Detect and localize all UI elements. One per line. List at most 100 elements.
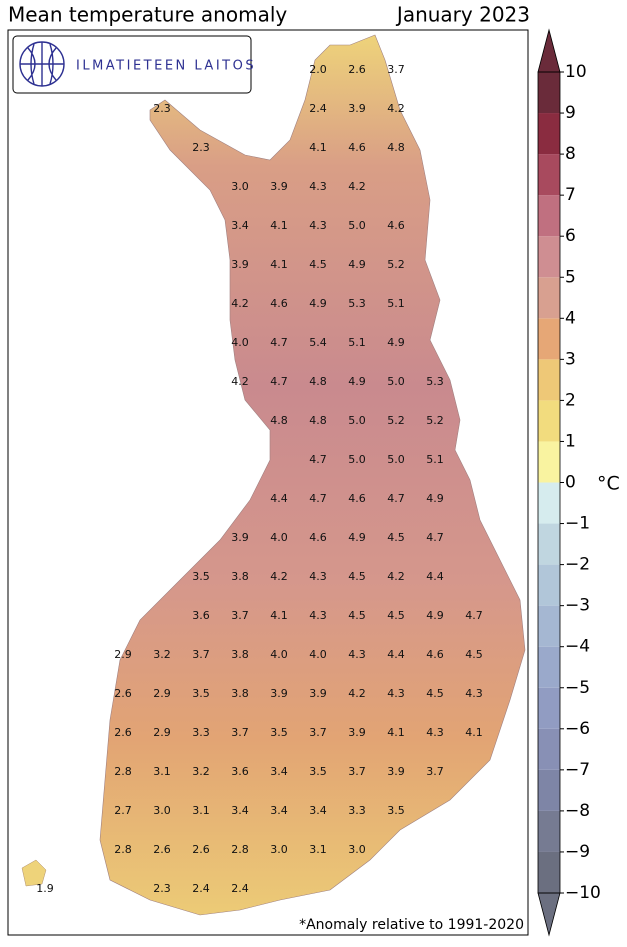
anomaly-label: 3.2 bbox=[192, 765, 210, 778]
anomaly-label: 3.0 bbox=[231, 180, 249, 193]
anomaly-label: 5.0 bbox=[348, 219, 366, 232]
colorbar-band bbox=[538, 441, 560, 483]
anomaly-label: 3.4 bbox=[270, 765, 288, 778]
anomaly-label: 2.0 bbox=[309, 63, 327, 76]
anomaly-label: 4.6 bbox=[426, 648, 444, 661]
anomaly-label: 4.9 bbox=[426, 492, 444, 505]
colorbar-band bbox=[538, 359, 560, 401]
colorbar-band bbox=[538, 195, 560, 237]
period: January 2023 bbox=[395, 3, 530, 27]
anomaly-label: 4.3 bbox=[465, 687, 483, 700]
aland-islands bbox=[21, 859, 47, 887]
anomaly-label: 5.3 bbox=[426, 375, 444, 388]
colorbar-tick-label: 0 bbox=[565, 473, 576, 493]
anomaly-label: 3.7 bbox=[309, 726, 327, 739]
anomaly-label: 4.5 bbox=[387, 609, 405, 622]
colorbar-tick-label: −4 bbox=[565, 637, 590, 657]
anomaly-label: 4.0 bbox=[270, 648, 288, 661]
colorbar-tick-label: 2 bbox=[565, 390, 576, 410]
anomaly-label: 3.8 bbox=[231, 648, 249, 661]
anomaly-label: 3.1 bbox=[309, 843, 327, 856]
colorbar-tick-label: −3 bbox=[565, 596, 590, 616]
colorbar-tick-label: −7 bbox=[565, 760, 590, 780]
anomaly-label: 3.9 bbox=[270, 180, 288, 193]
anomaly-label: 5.2 bbox=[387, 258, 405, 271]
anomaly-label: 3.8 bbox=[231, 687, 249, 700]
anomaly-label: 3.1 bbox=[192, 804, 210, 817]
anomaly-label: 2.8 bbox=[114, 765, 132, 778]
anomaly-label: 4.0 bbox=[231, 336, 249, 349]
anomaly-label: 5.2 bbox=[426, 414, 444, 427]
anomaly-label: 2.4 bbox=[309, 102, 327, 115]
colorbar-tick-label: 7 bbox=[565, 185, 576, 205]
anomaly-label: 3.9 bbox=[309, 687, 327, 700]
colorbar-tick-label: −8 bbox=[565, 801, 590, 821]
colorbar-tick-label: 1 bbox=[565, 431, 576, 451]
anomaly-label: 4.6 bbox=[387, 219, 405, 232]
anomaly-label: 2.6 bbox=[348, 63, 366, 76]
anomaly-label: 2.4 bbox=[231, 882, 249, 895]
anomaly-label: 3.0 bbox=[348, 843, 366, 856]
anomaly-label: 4.3 bbox=[309, 570, 327, 583]
anomaly-label: 3.3 bbox=[348, 804, 366, 817]
anomaly-label: 4.0 bbox=[270, 531, 288, 544]
anomaly-label: 4.0 bbox=[309, 648, 327, 661]
anomaly-label: 4.2 bbox=[231, 375, 249, 388]
colorbar-tick-label: 4 bbox=[565, 308, 576, 328]
colorbar-tick-label: −9 bbox=[565, 842, 590, 862]
anomaly-label: 3.5 bbox=[309, 765, 327, 778]
anomaly-label: 4.9 bbox=[387, 336, 405, 349]
anomaly-label: 3.6 bbox=[231, 765, 249, 778]
colorbar-tick-label: 9 bbox=[565, 103, 576, 123]
anomaly-label: 4.3 bbox=[309, 609, 327, 622]
colorbar-band bbox=[538, 687, 560, 729]
anomaly-label: 4.3 bbox=[309, 180, 327, 193]
anomaly-label: 3.4 bbox=[309, 804, 327, 817]
anomaly-label: 5.0 bbox=[387, 375, 405, 388]
anomaly-label: 4.8 bbox=[270, 414, 288, 427]
colorbar-tick-label: 5 bbox=[565, 267, 576, 287]
anomaly-label: 3.9 bbox=[270, 687, 288, 700]
colorbar-unit: °C bbox=[597, 473, 620, 495]
anomaly-label: 2.9 bbox=[153, 726, 171, 739]
anomaly-label: 5.2 bbox=[387, 414, 405, 427]
anomaly-label: 3.0 bbox=[270, 843, 288, 856]
colorbar-tick-label: 6 bbox=[565, 226, 576, 246]
anomaly-label: 4.5 bbox=[426, 687, 444, 700]
anomaly-label: 1.9 bbox=[36, 882, 54, 895]
logo-symbol bbox=[19, 41, 65, 87]
anomaly-label: 4.5 bbox=[465, 648, 483, 661]
anomaly-label: 2.6 bbox=[114, 687, 132, 700]
title: Mean temperature anomaly bbox=[8, 3, 287, 27]
anomaly-label: 4.2 bbox=[348, 687, 366, 700]
anomaly-label: 4.9 bbox=[348, 531, 366, 544]
anomaly-label: 4.2 bbox=[387, 102, 405, 115]
anomaly-label: 3.7 bbox=[387, 63, 405, 76]
anomaly-label: 4.7 bbox=[426, 531, 444, 544]
colorbar-tick-label: 10 bbox=[565, 62, 587, 82]
anomaly-label: 3.7 bbox=[192, 648, 210, 661]
anomaly-label: 4.7 bbox=[309, 453, 327, 466]
anomaly-label: 3.3 bbox=[192, 726, 210, 739]
colorbar-band bbox=[538, 523, 560, 565]
colorbar-band bbox=[538, 728, 560, 770]
anomaly-label: 3.8 bbox=[231, 570, 249, 583]
anomaly-label: 4.5 bbox=[309, 258, 327, 271]
anomaly-label: 4.6 bbox=[348, 492, 366, 505]
anomaly-label: 4.3 bbox=[309, 219, 327, 232]
anomaly-label: 3.9 bbox=[348, 726, 366, 739]
colorbar-band bbox=[538, 482, 560, 524]
colorbar-band bbox=[538, 851, 560, 893]
anomaly-label: 5.4 bbox=[309, 336, 327, 349]
anomaly-label: 4.1 bbox=[270, 258, 288, 271]
anomaly-label: 4.2 bbox=[231, 297, 249, 310]
colorbar-tick-label: −2 bbox=[565, 555, 590, 575]
anomaly-label: 3.7 bbox=[231, 609, 249, 622]
anomaly-label: 5.1 bbox=[426, 453, 444, 466]
anomaly-label: 4.7 bbox=[270, 375, 288, 388]
anomaly-label: 3.6 bbox=[192, 609, 210, 622]
colorbar-band bbox=[538, 113, 560, 155]
anomaly-label: 4.4 bbox=[426, 570, 444, 583]
anomaly-label: 4.7 bbox=[387, 492, 405, 505]
anomaly-label: 4.1 bbox=[309, 141, 327, 154]
